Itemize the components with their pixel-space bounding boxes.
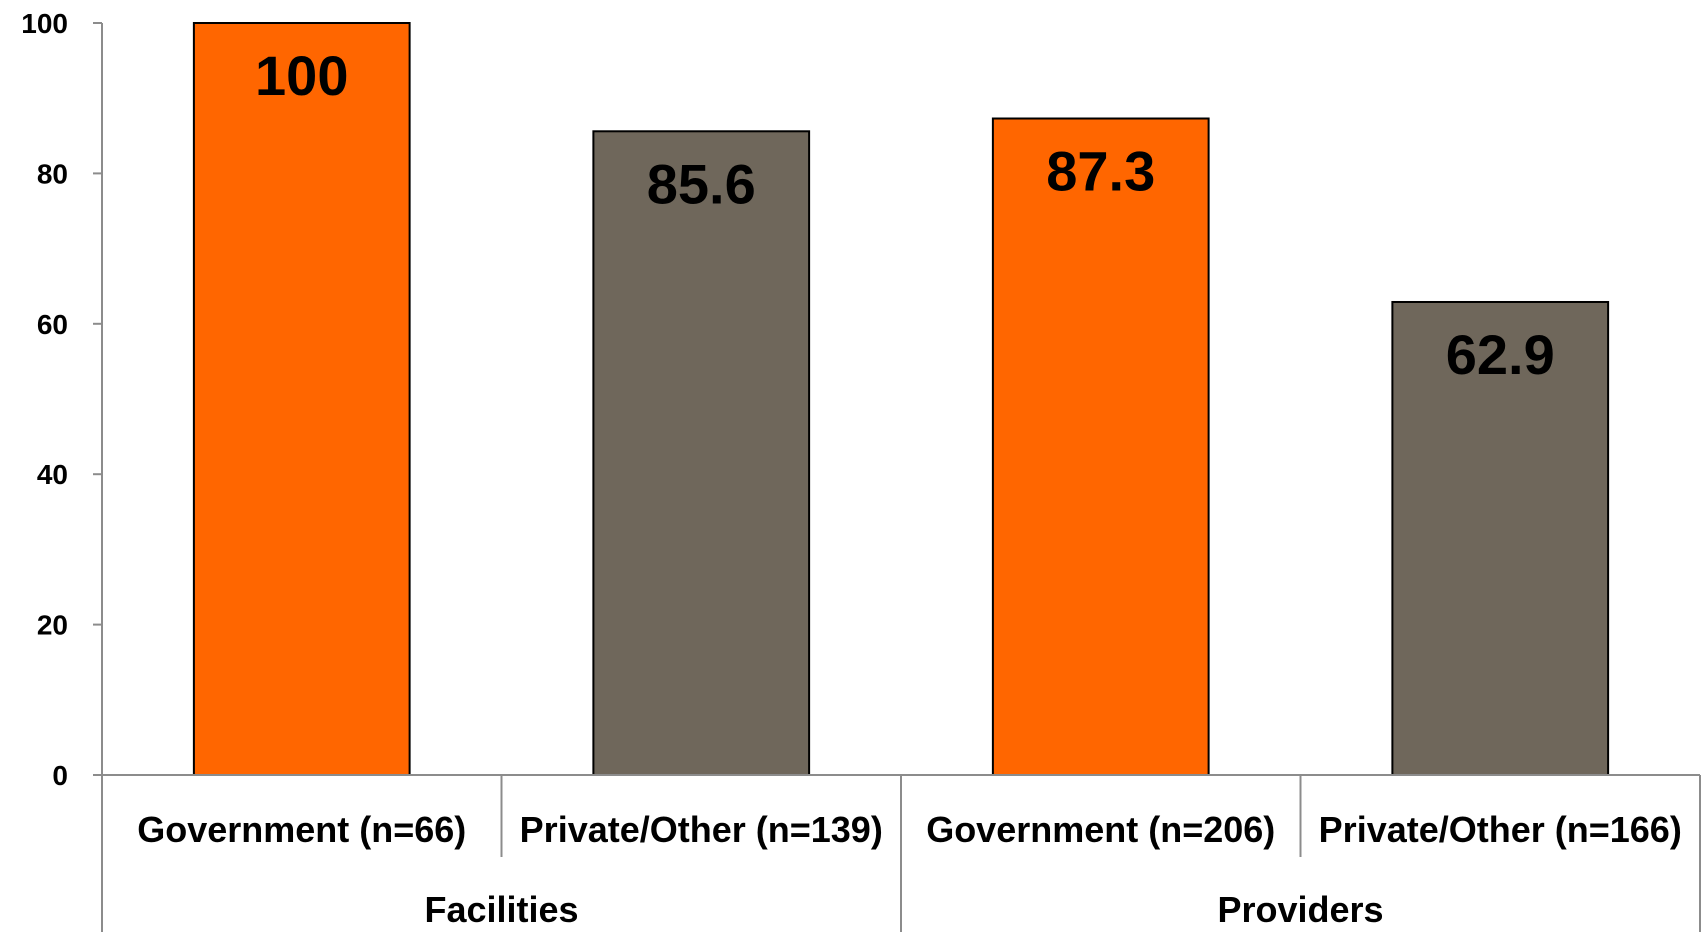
y-tick-label: 20 xyxy=(37,610,68,641)
y-tick-label: 0 xyxy=(52,760,68,791)
y-tick-label: 80 xyxy=(37,158,68,189)
x-axis-group-labels: Facilities Providers xyxy=(424,889,1383,930)
x-category-label: Private/Other (n=139) xyxy=(520,809,883,850)
bar-data-label: 87.3 xyxy=(1046,140,1155,203)
y-tick-label: 40 xyxy=(37,459,68,490)
bar-data-label: 100 xyxy=(255,44,348,107)
x-group-label: Providers xyxy=(1217,889,1383,930)
bar-data-labels: 100 85.6 87.3 62.9 xyxy=(255,44,1555,386)
axes xyxy=(93,23,1701,932)
bar-data-label: 62.9 xyxy=(1446,323,1555,386)
y-tick-label: 100 xyxy=(21,8,68,39)
bar xyxy=(192,22,411,776)
y-tick-label: 60 xyxy=(37,309,68,340)
bar-data-label: 85.6 xyxy=(647,152,756,215)
bar xyxy=(592,130,811,776)
x-category-label: Private/Other (n=166) xyxy=(1319,809,1682,850)
x-category-label: Government (n=206) xyxy=(926,809,1275,850)
bar xyxy=(991,117,1210,776)
bars xyxy=(192,22,1610,776)
x-axis-category-labels: Government (n=66) Private/Other (n=139) Go… xyxy=(137,809,1682,850)
x-group-label: Facilities xyxy=(424,889,578,930)
x-category-label: Government (n=66) xyxy=(137,809,466,850)
y-axis-ticks: 0 20 40 60 80 100 xyxy=(21,8,102,791)
